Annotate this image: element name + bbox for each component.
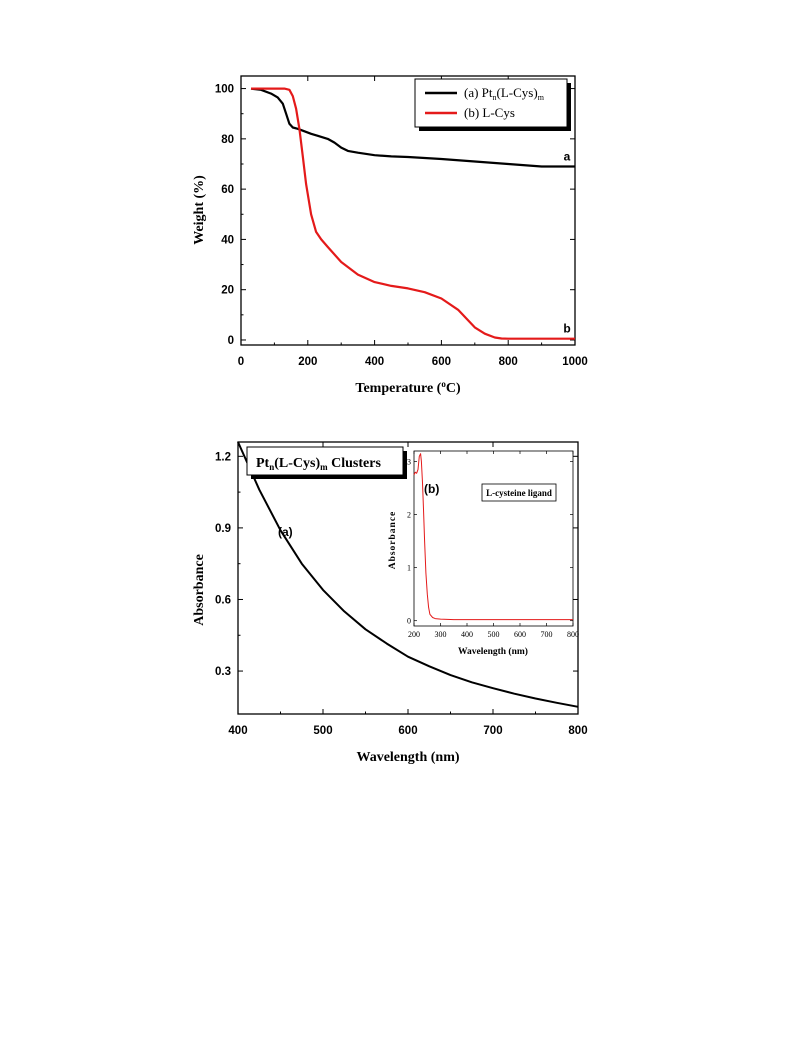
y-tick-label: 0.9 — [215, 523, 231, 535]
x-tick-label: 600 — [432, 356, 451, 368]
uvvis-chart: 400 500 600 700 800 0.3 0.6 0.9 1.2 Wavelength … — [192, 441, 588, 765]
uvvis-title-box-frame — [246, 446, 404, 476]
y-tick-label: 0 — [228, 335, 234, 347]
tga-y-ticks: 0 20 40 60 80 100 — [215, 84, 575, 347]
tga-x-axis-label: Temperature (oC) — [355, 379, 461, 396]
x-tick-label: 500 — [488, 630, 500, 639]
y-tick-label: 60 — [221, 184, 234, 196]
x-tick-label: 400 — [228, 725, 247, 737]
series-end-label-a: a — [564, 150, 571, 164]
x-tick-label: 200 — [408, 630, 420, 639]
series-line-0 — [413, 453, 573, 621]
y-tick-label: 2 — [407, 511, 411, 520]
tga-x-ticks: 0 200 400 600 800 1000 — [238, 76, 588, 368]
uvvis-curve-label-a: (a) — [278, 525, 293, 539]
uvvis-y-axis-label: Absorbance — [192, 554, 207, 626]
inset-background — [410, 447, 573, 627]
inset-panel-label: (b) — [424, 482, 439, 496]
y-tick-label: 1 — [407, 564, 411, 573]
uvvis-title-box: Ptn(L-Cys)m Clusters — [246, 446, 407, 479]
x-tick-label: 1000 — [562, 356, 588, 368]
uvvis-inset: 200 300 400 500 600 700 800 0 1 2 3 Wavelength (n… — [388, 447, 579, 657]
x-tick-label: 800 — [567, 630, 579, 639]
uvvis-x-axis-label: Wavelength (nm) — [356, 750, 459, 765]
series-line-0 — [237, 441, 579, 708]
x-tick-label: 0 — [238, 356, 244, 368]
tga-y-axis-label: Weight (%) — [192, 175, 207, 245]
inset-y-axis-label: Absorbance — [388, 511, 398, 570]
x-tick-label: 700 — [483, 725, 502, 737]
y-tick-label: 0 — [407, 617, 411, 626]
x-tick-label: 600 — [514, 630, 526, 639]
uvvis-y-ticks: 0.3 0.6 0.9 1.2 — [215, 451, 578, 678]
x-tick-label: 700 — [541, 630, 553, 639]
tga-legend: (a) Ptn(L-Cys)m (b) L-Cys — [414, 78, 571, 131]
tga-legend-entry-a: (a) Ptn(L-Cys)m — [464, 85, 545, 102]
inset-y-ticks: 0 1 2 3 — [407, 458, 573, 626]
inset-series — [413, 453, 573, 621]
inset-x-axis-label: Wavelength (nm) — [458, 646, 528, 657]
y-tick-label: 20 — [221, 285, 234, 297]
inset-legend-box — [481, 483, 557, 502]
inset-x-ticks: 200 300 400 500 600 700 800 — [408, 451, 579, 639]
y-tick-label: 3 — [407, 458, 411, 467]
y-tick-label: 80 — [221, 134, 234, 146]
x-tick-label: 400 — [365, 356, 384, 368]
y-tick-label: 100 — [215, 84, 234, 96]
x-tick-label: 800 — [499, 356, 518, 368]
uvvis-title-text: Ptn(L-Cys)m Clusters — [256, 456, 381, 472]
tga-legend-entry-b: (b) L-Cys — [464, 105, 515, 120]
series-end-label-b: b — [563, 322, 570, 336]
x-tick-label: 500 — [313, 725, 332, 737]
inset-legend-text: L-cysteine ligand — [486, 488, 552, 498]
y-tick-label: 1.2 — [215, 451, 231, 463]
x-tick-label: 800 — [568, 725, 587, 737]
y-tick-label: 0.6 — [215, 594, 231, 606]
x-tick-label: 600 — [398, 725, 417, 737]
uvvis-x-ticks: 400 500 600 700 800 — [228, 442, 588, 737]
x-tick-label: 200 — [298, 356, 317, 368]
x-tick-label: 300 — [435, 630, 447, 639]
series-line-1 — [251, 87, 575, 340]
y-tick-label: 40 — [221, 234, 234, 246]
x-tick-label: 400 — [461, 630, 473, 639]
series-line-0 — [250, 87, 575, 168]
tga-series: ab — [250, 87, 575, 340]
tga-legend-box — [414, 78, 568, 128]
y-tick-label: 0.3 — [215, 666, 231, 678]
uvvis-series — [237, 441, 579, 708]
